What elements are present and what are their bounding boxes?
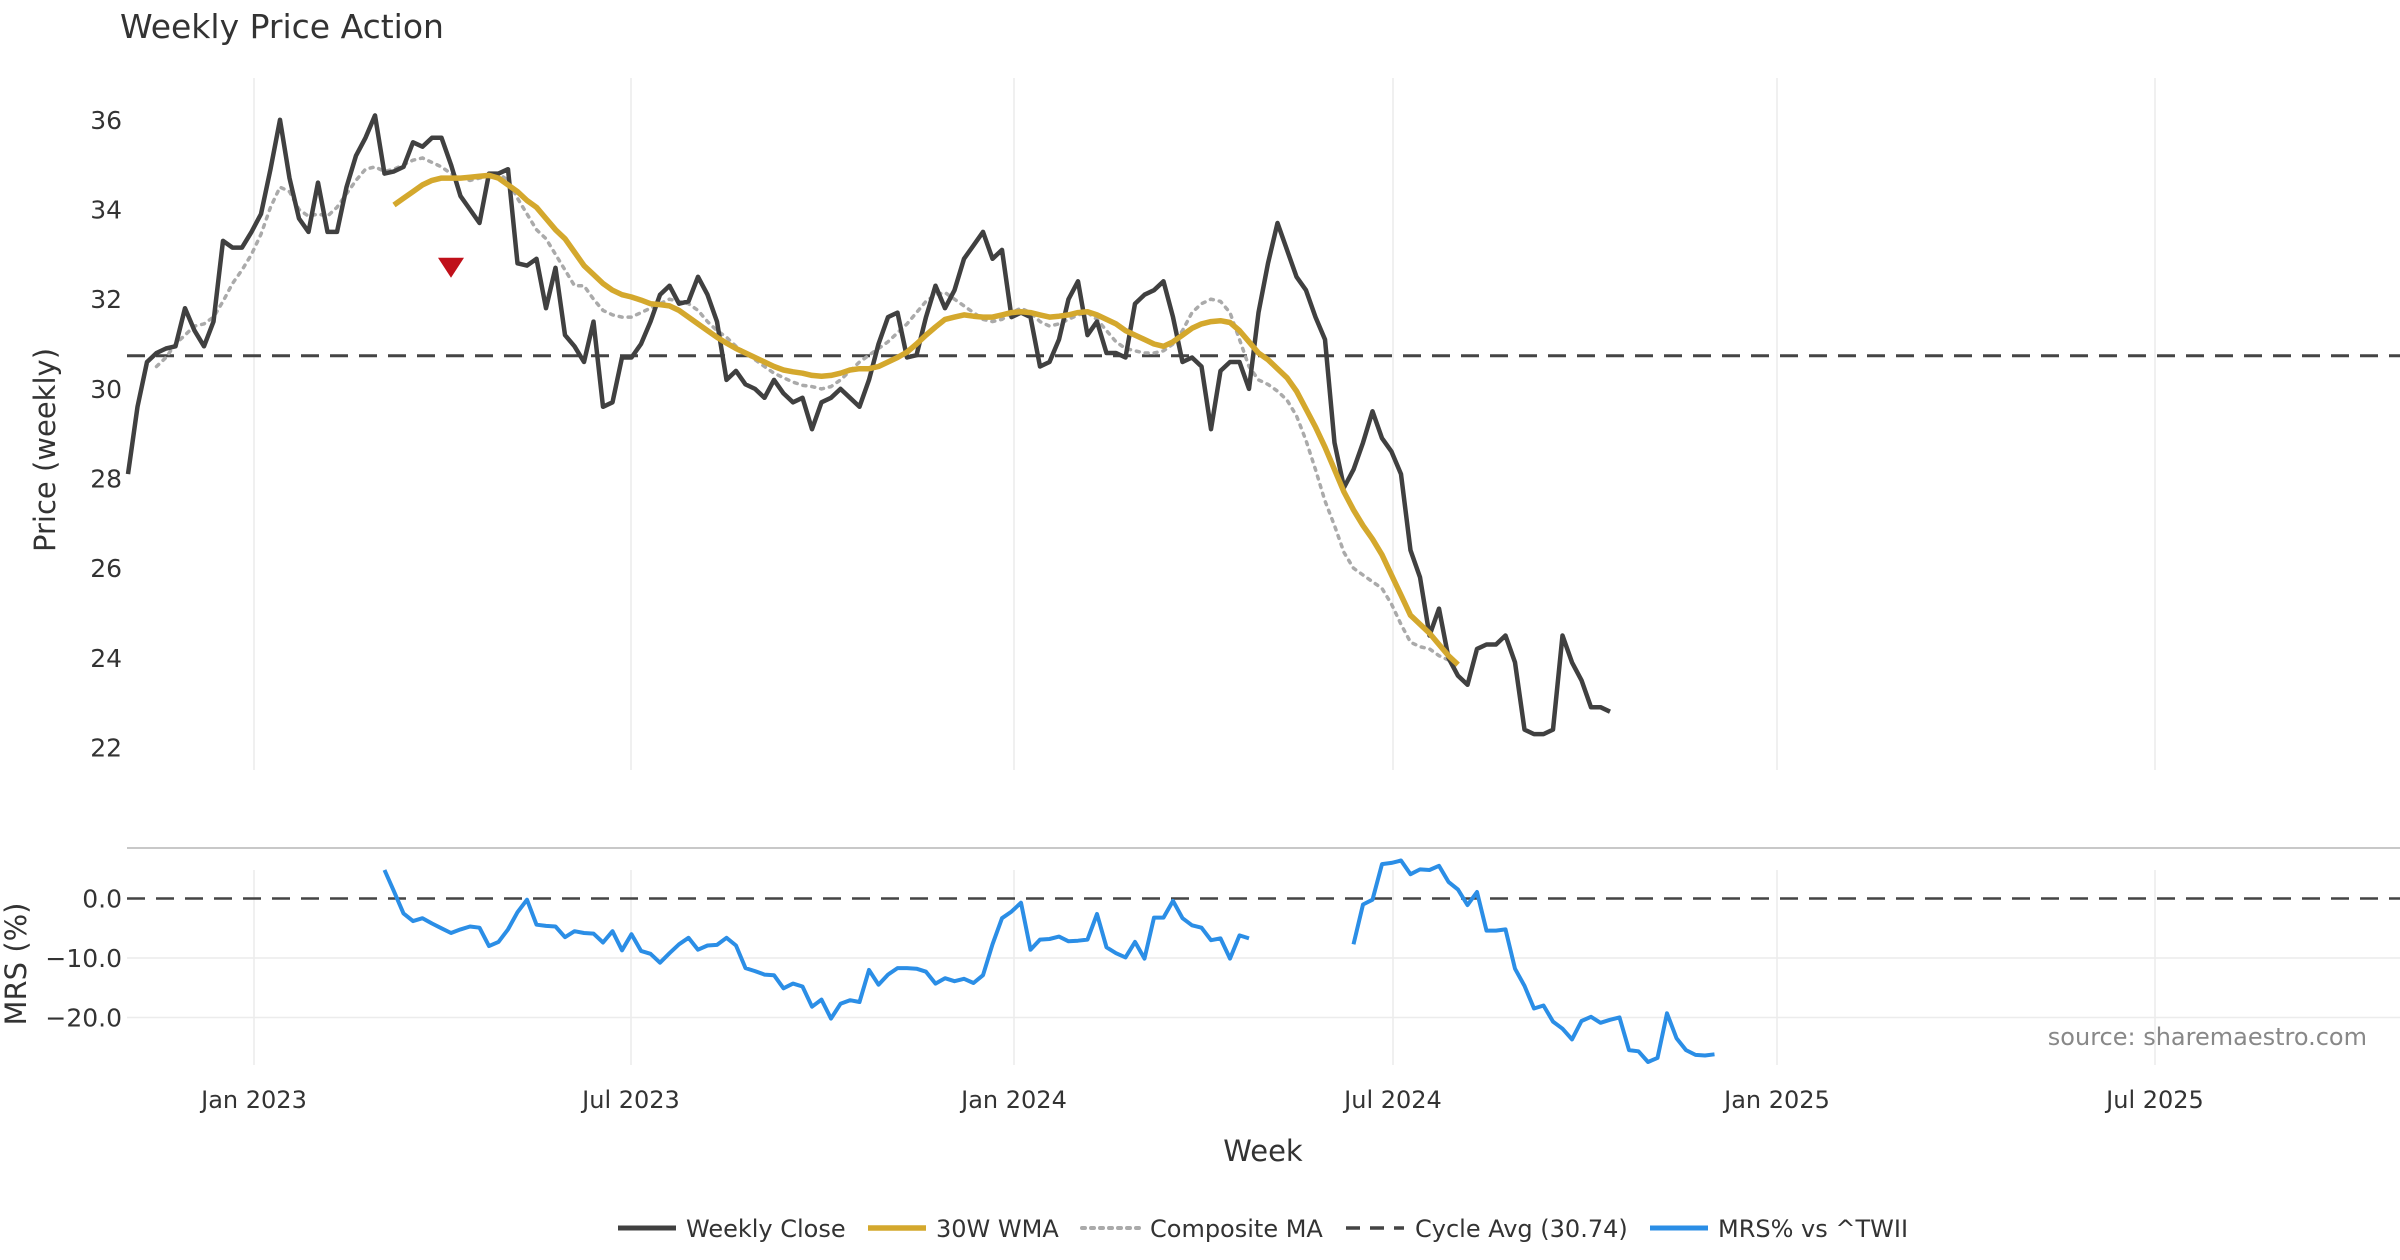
wma-30w-line <box>392 172 1460 667</box>
x-tick-label: Jul 2025 <box>2104 1086 2204 1114</box>
price-y-axis-label: Price (weekly) <box>28 348 62 552</box>
x-tick-label: Jul 2024 <box>1342 1086 1442 1114</box>
legend-label: 30W WMA <box>936 1215 1059 1243</box>
mrs-y-tick-label: 0.0 <box>82 885 122 914</box>
x-axis-ticks: Jan 2023 Jul 2023 Jan 2024 Jul 2024 Jan 2025… <box>199 1086 2204 1114</box>
price-y-tick-label: 24 <box>90 644 122 673</box>
x-tick-label: Jan 2024 <box>959 1086 1067 1114</box>
price-y-tick-label: 34 <box>90 196 122 225</box>
legend: Weekly Close 30W WMA Composite MA Cycle Avg… <box>618 1215 1908 1243</box>
mrs-y-axis-label: MRS (%) <box>0 903 33 1026</box>
mrs-grid <box>127 870 2400 1065</box>
price-y-ticks: 22 24 26 28 30 32 34 36 <box>90 106 122 763</box>
price-y-tick-label: 28 <box>90 465 122 494</box>
price-y-tick-label: 30 <box>90 375 122 404</box>
price-y-tick-label: 36 <box>90 106 122 135</box>
series-layer <box>125 113 1715 1064</box>
mrs-y-tick-label: −20.0 <box>45 1003 122 1032</box>
legend-label: MRS% vs ^TWII <box>1718 1215 1908 1243</box>
price-y-tick-label: 22 <box>90 734 122 763</box>
mrs-y-ticks: 0.0 −10.0 −20.0 <box>45 885 122 1033</box>
cycle-average-lines <box>127 354 2400 900</box>
x-tick-label: Jul 2023 <box>580 1086 680 1114</box>
sell-signal-marker <box>438 257 464 278</box>
x-axis-label: Week <box>1223 1134 1303 1168</box>
marker-layer <box>438 257 464 278</box>
price-y-tick-label: 26 <box>90 554 122 583</box>
chart-title: Weekly Price Action <box>120 7 444 46</box>
x-tick-label: Jan 2025 <box>1722 1086 1830 1114</box>
composite-ma-line <box>154 156 1460 669</box>
legend-label: Composite MA <box>1150 1215 1323 1243</box>
mrs-y-tick-label: −10.0 <box>45 944 122 973</box>
legend-label: Cycle Avg (30.74) <box>1415 1215 1628 1243</box>
price-y-tick-label: 32 <box>90 285 122 314</box>
x-tick-label: Jan 2023 <box>199 1086 307 1114</box>
mrs-line-segment <box>382 869 1250 1021</box>
weekly-close-line <box>125 113 1611 737</box>
source-annotation: source: sharemaestro.com <box>2048 1023 2367 1051</box>
mrs-line-segment <box>1351 858 1715 1064</box>
legend-label: Weekly Close <box>686 1215 846 1243</box>
price-grid <box>253 78 2156 770</box>
